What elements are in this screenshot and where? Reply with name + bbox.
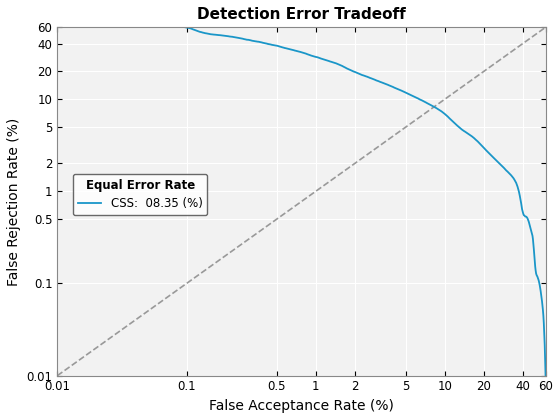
Line: CSS:  08.35 (%): CSS: 08.35 (%) [184, 27, 545, 378]
CSS:  08.35 (%): (24.5, 2.21): 08.35 (%): (24.5, 2.21) [492, 157, 499, 162]
CSS:  08.35 (%): (4.02, 13.4): 08.35 (%): (4.02, 13.4) [390, 85, 397, 90]
CSS:  08.35 (%): (5.78, 10.6): 08.35 (%): (5.78, 10.6) [411, 94, 418, 99]
CSS:  08.35 (%): (0.095, 60.5): 08.35 (%): (0.095, 60.5) [180, 24, 187, 29]
CSS:  08.35 (%): (4.76, 12.1): 08.35 (%): (4.76, 12.1) [400, 89, 407, 94]
X-axis label: False Acceptance Rate (%): False Acceptance Rate (%) [209, 399, 394, 413]
CSS:  08.35 (%): (0.141, 51.7): 08.35 (%): (0.141, 51.7) [203, 31, 209, 36]
Title: Detection Error Tradeoff: Detection Error Tradeoff [197, 7, 406, 22]
Legend: CSS:  08.35 (%): CSS: 08.35 (%) [73, 174, 207, 215]
CSS:  08.35 (%): (12.6, 5.05): 08.35 (%): (12.6, 5.05) [455, 124, 461, 129]
Y-axis label: False Rejection Rate (%): False Rejection Rate (%) [7, 117, 21, 286]
CSS:  08.35 (%): (60, 0.00954): 08.35 (%): (60, 0.00954) [542, 375, 549, 380]
